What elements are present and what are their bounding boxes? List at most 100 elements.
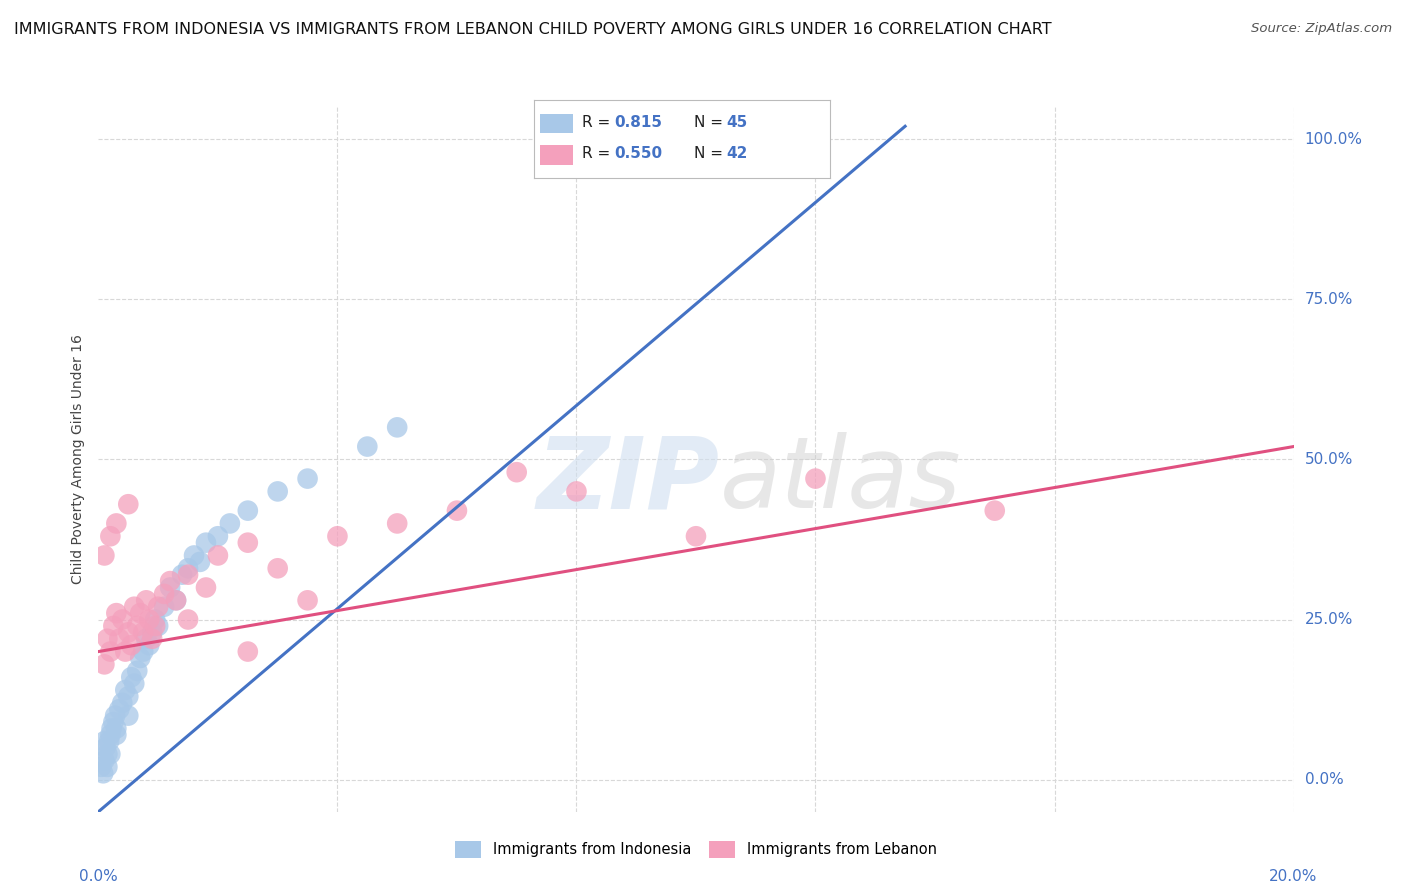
Point bbox=[207, 529, 229, 543]
Point bbox=[141, 625, 163, 640]
Point bbox=[143, 613, 166, 627]
Point bbox=[105, 728, 128, 742]
Y-axis label: Child Poverty Among Girls Under 16: Child Poverty Among Girls Under 16 bbox=[72, 334, 86, 584]
Point bbox=[96, 747, 118, 761]
Point bbox=[124, 676, 146, 690]
Text: 0.0%: 0.0% bbox=[79, 870, 118, 884]
Point bbox=[93, 657, 115, 672]
Point bbox=[177, 567, 200, 582]
Point bbox=[165, 593, 187, 607]
Point bbox=[100, 722, 122, 736]
Text: Source: ZipAtlas.com: Source: ZipAtlas.com bbox=[1251, 22, 1392, 36]
Point bbox=[120, 638, 142, 652]
Point bbox=[297, 593, 319, 607]
Point bbox=[141, 632, 163, 646]
Point bbox=[114, 683, 136, 698]
Point bbox=[207, 549, 229, 563]
Point bbox=[98, 747, 122, 761]
Point bbox=[127, 664, 149, 678]
Point bbox=[94, 740, 117, 755]
Point bbox=[326, 529, 349, 543]
Point bbox=[120, 670, 142, 684]
Point bbox=[385, 516, 409, 531]
Point bbox=[183, 549, 205, 563]
Point bbox=[153, 587, 176, 601]
Point bbox=[98, 728, 122, 742]
Text: 20.0%: 20.0% bbox=[1270, 870, 1317, 884]
Point bbox=[132, 625, 155, 640]
Legend: Immigrants from Indonesia, Immigrants from Lebanon: Immigrants from Indonesia, Immigrants fr… bbox=[450, 835, 942, 864]
Text: N =: N = bbox=[693, 146, 727, 161]
Point bbox=[135, 593, 157, 607]
Point bbox=[108, 632, 131, 646]
Point bbox=[129, 606, 152, 620]
Text: IMMIGRANTS FROM INDONESIA VS IMMIGRANTS FROM LEBANON CHILD POVERTY AMONG GIRLS U: IMMIGRANTS FROM INDONESIA VS IMMIGRANTS … bbox=[14, 22, 1052, 37]
Point bbox=[104, 708, 127, 723]
Point bbox=[506, 465, 529, 479]
Point bbox=[96, 632, 118, 646]
Text: 25.0%: 25.0% bbox=[1305, 612, 1353, 627]
Point bbox=[267, 561, 290, 575]
Point bbox=[267, 484, 290, 499]
Point bbox=[297, 472, 319, 486]
Point bbox=[129, 651, 152, 665]
Point bbox=[153, 599, 176, 614]
Point bbox=[105, 516, 128, 531]
Point bbox=[103, 619, 125, 633]
Point bbox=[159, 574, 181, 588]
Point bbox=[148, 619, 170, 633]
Point bbox=[98, 529, 122, 543]
Point bbox=[103, 714, 125, 729]
Point bbox=[188, 555, 211, 569]
Text: R =: R = bbox=[582, 115, 614, 130]
Text: 42: 42 bbox=[725, 146, 748, 161]
Point bbox=[236, 535, 259, 549]
Point bbox=[565, 484, 588, 499]
Point bbox=[96, 760, 118, 774]
Text: 0.550: 0.550 bbox=[614, 146, 662, 161]
Point bbox=[804, 472, 827, 486]
Point bbox=[159, 581, 181, 595]
Text: 45: 45 bbox=[725, 115, 748, 130]
Point bbox=[114, 644, 136, 658]
Text: 100.0%: 100.0% bbox=[1305, 132, 1362, 146]
Point bbox=[111, 696, 134, 710]
Point bbox=[138, 638, 160, 652]
Point bbox=[177, 561, 200, 575]
Point bbox=[105, 606, 128, 620]
Point bbox=[90, 760, 112, 774]
Point bbox=[127, 619, 149, 633]
Text: R =: R = bbox=[582, 146, 614, 161]
Text: N =: N = bbox=[693, 115, 727, 130]
Point bbox=[148, 599, 170, 614]
Point bbox=[446, 503, 468, 517]
Point bbox=[685, 529, 707, 543]
Text: 0.815: 0.815 bbox=[614, 115, 662, 130]
Point bbox=[194, 581, 218, 595]
Text: atlas: atlas bbox=[720, 432, 962, 529]
Point bbox=[983, 503, 1005, 517]
Point bbox=[93, 549, 115, 563]
Point bbox=[111, 613, 134, 627]
Point bbox=[138, 613, 160, 627]
Point bbox=[194, 535, 218, 549]
Point bbox=[143, 619, 166, 633]
Point bbox=[93, 734, 115, 748]
Point bbox=[93, 754, 115, 768]
Point bbox=[98, 734, 121, 748]
Point bbox=[356, 440, 378, 454]
Point bbox=[177, 613, 200, 627]
Point bbox=[219, 516, 242, 531]
Point bbox=[165, 593, 187, 607]
Point bbox=[236, 644, 259, 658]
Point bbox=[117, 625, 139, 640]
Point bbox=[132, 644, 155, 658]
Point bbox=[124, 599, 146, 614]
Point bbox=[108, 702, 131, 716]
Point bbox=[385, 420, 409, 434]
Text: ZIP: ZIP bbox=[537, 432, 720, 529]
Point bbox=[91, 766, 114, 780]
FancyBboxPatch shape bbox=[540, 145, 572, 165]
Point bbox=[117, 708, 139, 723]
Point bbox=[117, 690, 139, 704]
